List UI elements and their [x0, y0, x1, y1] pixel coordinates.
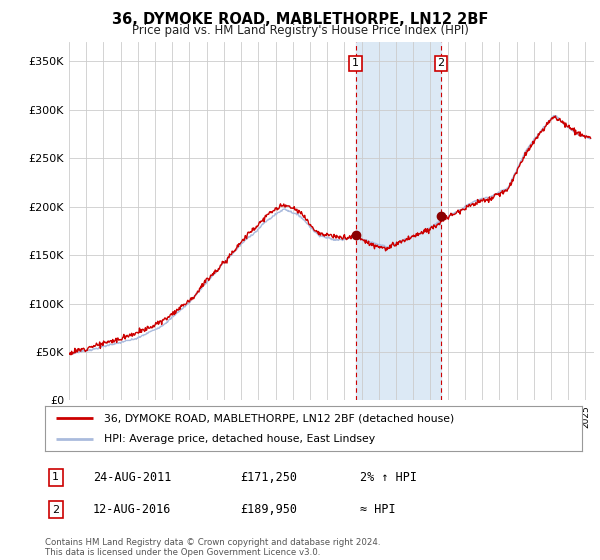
Text: 1: 1 — [352, 58, 359, 68]
Text: 12-AUG-2016: 12-AUG-2016 — [93, 503, 172, 516]
Text: Price paid vs. HM Land Registry's House Price Index (HPI): Price paid vs. HM Land Registry's House … — [131, 24, 469, 37]
Text: £171,250: £171,250 — [240, 470, 297, 484]
Text: HPI: Average price, detached house, East Lindsey: HPI: Average price, detached house, East… — [104, 433, 375, 444]
Text: 2: 2 — [437, 58, 445, 68]
Text: 36, DYMOKE ROAD, MABLETHORPE, LN12 2BF (detached house): 36, DYMOKE ROAD, MABLETHORPE, LN12 2BF (… — [104, 413, 454, 423]
Text: 24-AUG-2011: 24-AUG-2011 — [93, 470, 172, 484]
Text: 1: 1 — [52, 472, 59, 482]
Text: £189,950: £189,950 — [240, 503, 297, 516]
Text: 36, DYMOKE ROAD, MABLETHORPE, LN12 2BF: 36, DYMOKE ROAD, MABLETHORPE, LN12 2BF — [112, 12, 488, 27]
Text: 2% ↑ HPI: 2% ↑ HPI — [360, 470, 417, 484]
Bar — [356, 42, 441, 400]
Text: Contains HM Land Registry data © Crown copyright and database right 2024.
This d: Contains HM Land Registry data © Crown c… — [45, 538, 380, 557]
Text: ≈ HPI: ≈ HPI — [360, 503, 395, 516]
Text: 2: 2 — [52, 505, 59, 515]
